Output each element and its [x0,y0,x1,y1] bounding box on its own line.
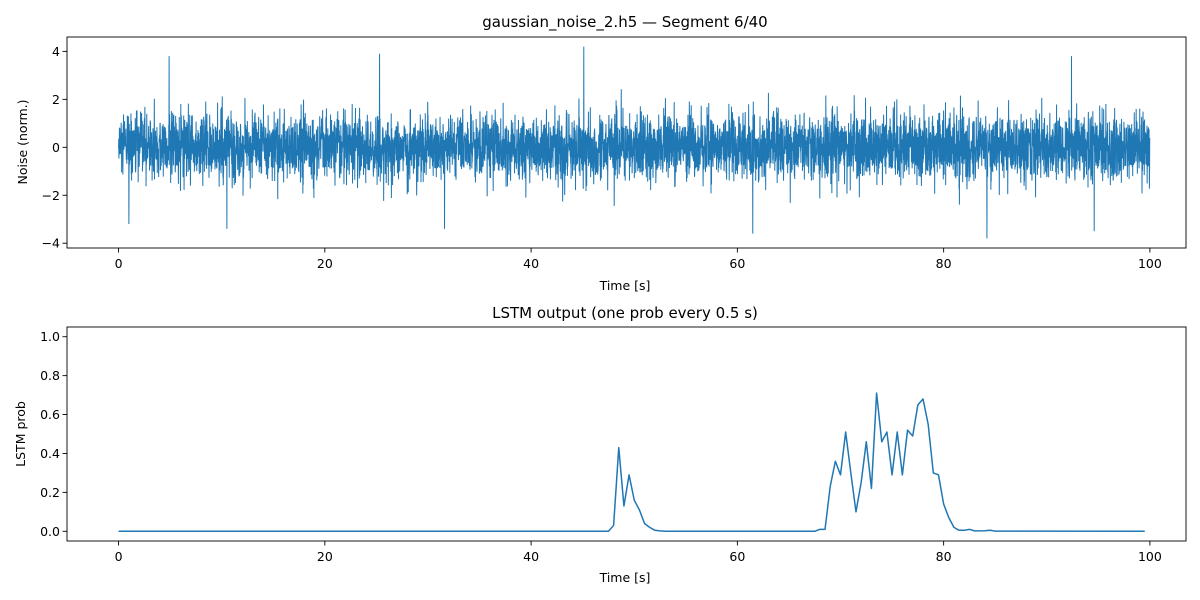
lstm-x-axis-label: Time [s] [599,570,651,585]
lstm-x-tick-label: 80 [936,549,952,564]
lstm-panel: LSTM output (one prob every 0.5 s) 0 20 40… [13,304,1187,585]
lstm-x-ticks: 0 20 40 60 80 100 [115,541,1162,564]
lstm-panel-title: LSTM output (one prob every 0.5 s) [492,304,758,322]
lstm-y-tick-label: 0.8 [40,368,60,383]
noise-x-tick-label: 40 [523,256,539,271]
noise-plot-area [118,46,1151,239]
lstm-y-tick-label: 0.0 [40,524,60,539]
noise-y-tick-label: −4 [42,236,60,251]
noise-panel: gaussian_noise_2.h5 — Segment 6/40 0 20 40… [15,13,1187,293]
lstm-x-tick-label: 60 [729,549,745,564]
noise-x-tick-label: 60 [729,256,745,271]
noise-y-tick-label: 0 [52,140,60,155]
noise-y-tick-label: 2 [52,92,60,107]
noise-x-axis-label: Time [s] [599,278,651,293]
lstm-y-tick-label: 1.0 [40,329,60,344]
lstm-y-tick-label: 0.6 [40,407,60,422]
lstm-x-tick-label: 100 [1138,549,1162,564]
lstm-panel-frame [66,326,1187,542]
lstm-plot-area [118,392,1145,533]
noise-x-tick-label: 20 [317,256,333,271]
noise-y-ticks: −4 −2 0 2 4 [42,44,67,251]
noise-panel-title: gaussian_noise_2.h5 — Segment 6/40 [482,13,767,32]
lstm-y-tick-label: 0.4 [40,446,60,461]
lstm-series-line [118,392,1145,533]
noise-series-line [118,46,1151,239]
lstm-y-tick-label: 0.2 [40,485,60,500]
lstm-x-tick-label: 0 [115,549,123,564]
noise-y-tick-label: 4 [52,44,60,59]
lstm-x-tick-label: 40 [523,549,539,564]
noise-y-axis-label: Noise (norm.) [15,99,30,184]
lstm-y-axis-label: LSTM prob [13,401,28,467]
noise-x-tick-label: 0 [115,256,123,271]
lstm-y-ticks: 0.0 0.2 0.4 0.6 0.8 1.0 [40,329,67,539]
noise-x-tick-label: 100 [1138,256,1162,271]
noise-panel-frame [66,36,1187,249]
lstm-x-tick-label: 20 [317,549,333,564]
noise-x-ticks: 0 20 40 60 80 100 [115,248,1162,271]
noise-y-tick-label: −2 [42,188,60,203]
noise-x-tick-label: 80 [936,256,952,271]
